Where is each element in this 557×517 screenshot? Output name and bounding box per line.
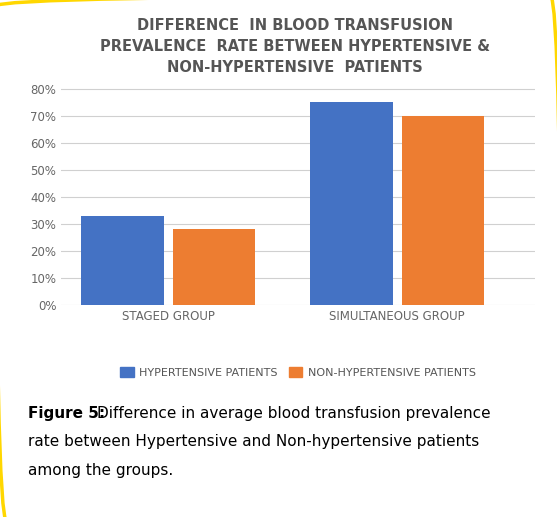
Text: rate between Hypertensive and Non-hypertensive patients: rate between Hypertensive and Non-hypert…	[28, 434, 479, 449]
Bar	[81, 216, 164, 305]
Text: Difference in average blood transfusion prevalence: Difference in average blood transfusion …	[97, 406, 491, 421]
Bar	[173, 230, 255, 305]
Legend: HYPERTENSIVE PATIENTS, NON-HYPERTENSIVE PATIENTS: HYPERTENSIVE PATIENTS, NON-HYPERTENSIVE …	[116, 363, 480, 382]
Bar	[310, 102, 393, 305]
Text: DIFFERENCE  IN BLOOD TRANSFUSION
PREVALENCE  RATE BETWEEN HYPERTENSIVE &
NON-HYP: DIFFERENCE IN BLOOD TRANSFUSION PREVALEN…	[100, 18, 490, 75]
Text: Figure 5:: Figure 5:	[28, 406, 105, 421]
Bar	[402, 116, 485, 305]
Text: among the groups.: among the groups.	[28, 463, 173, 478]
